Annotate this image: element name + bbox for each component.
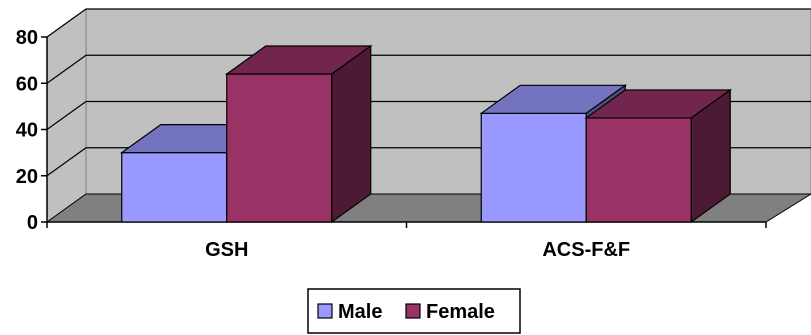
bar [224,44,373,224]
y-tick-label: 20 [16,166,38,188]
y-tick-label: 0 [27,212,38,234]
bars [119,44,733,224]
legend-label: Female [426,301,495,323]
bar [584,88,733,224]
y-tick-label: 40 [16,120,38,142]
bar-side [331,44,372,224]
legend-swatch [405,303,421,319]
bar-front [585,117,692,223]
y-axis: 0 20 40 60 80 [16,27,48,234]
x-tick-label: ACS-F&F [542,239,630,261]
bar-front [121,152,228,223]
x-tick-label: GSH [205,239,248,261]
y-tick-label: 60 [16,73,38,95]
gridline-side [46,147,87,177]
legend-swatch [317,303,333,319]
x-axis: GSH ACS-F&F [46,221,767,261]
bar-front [480,112,587,223]
gridline-side [46,8,87,38]
gridline-side [46,54,87,84]
bar-front [226,73,333,223]
gridline-side [46,101,87,130]
legend-label: Male [338,301,382,323]
y-tick-label: 80 [16,27,38,49]
bar-side [690,88,731,224]
legend: Male Female [307,288,521,334]
